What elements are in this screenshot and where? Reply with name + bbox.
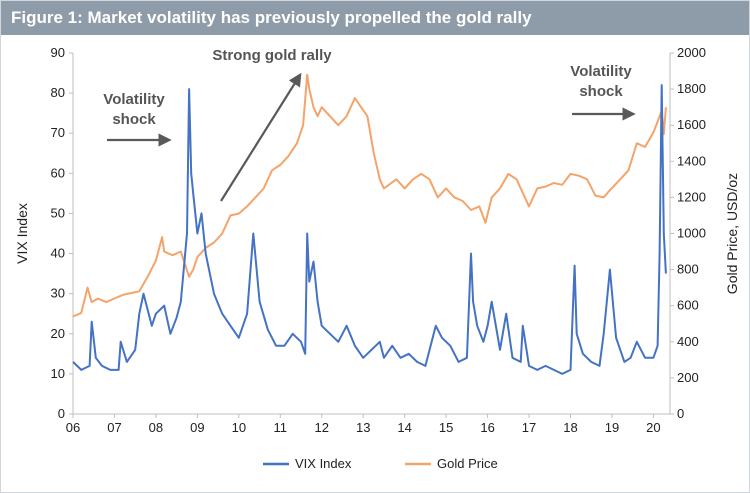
y-left-tick-label: 80 — [51, 85, 65, 100]
y-left-tick-label: 70 — [51, 125, 65, 140]
y-right-tick-label: 1800 — [677, 81, 706, 96]
annotation-layer: Volatility shock Strong gold rally Volatili… — [103, 47, 636, 202]
y-right-tick-label: 600 — [677, 298, 699, 313]
y-left-tick-label: 50 — [51, 205, 65, 220]
y-right-tick-label: 1200 — [677, 189, 706, 204]
x-tick-label: 06 — [66, 420, 80, 435]
annotation-shock2-text: Volatility — [570, 63, 632, 80]
annotation-shock1-text: shock — [112, 111, 156, 128]
y-right-tick-label: 800 — [677, 262, 699, 277]
y-left-tick-label: 10 — [51, 366, 65, 381]
x-tick-label: 10 — [232, 420, 246, 435]
annotation-shock2-text: shock — [579, 83, 623, 100]
y-right-tick-label: 2000 — [677, 45, 706, 60]
x-tick-label: 15 — [439, 420, 453, 435]
series-layer — [72, 73, 667, 375]
axes-layer: 0 10 20 30 40 50 60 70 80 90 0 200 400 600 800 1000 1200… — [14, 45, 740, 435]
y-left-tick-label: 30 — [51, 286, 65, 301]
x-tick-label: 16 — [480, 420, 494, 435]
x-tick-label: 09 — [190, 420, 204, 435]
x-tick-label: 11 — [274, 420, 288, 435]
legend-label-vix-index: VIX Index — [295, 456, 352, 471]
y-left-tick-label: 40 — [51, 246, 65, 261]
legend: VIX Index Gold Price — [263, 456, 498, 471]
y-right-tick-label: 1400 — [677, 153, 706, 168]
x-tick-label: 19 — [605, 420, 619, 435]
x-tick-label: 08 — [149, 420, 163, 435]
x-tick-label: 17 — [522, 420, 536, 435]
x-tick-label: 12 — [315, 420, 329, 435]
y-left-tick-label: 60 — [51, 165, 65, 180]
x-tick-label: 14 — [397, 420, 411, 435]
y-right-tick-label: 1000 — [677, 226, 706, 241]
gold-price-line — [72, 73, 667, 318]
y-left-tick-label: 90 — [51, 45, 65, 60]
annotation-shock1-text: Volatility — [103, 91, 165, 108]
y-right-tick-label: 200 — [677, 370, 699, 385]
y-left-tick-label: 20 — [51, 326, 65, 341]
y-left-tick-label: 0 — [58, 406, 65, 421]
annotation-rally-text: Strong gold rally — [212, 47, 332, 64]
figure-title: Figure 1: Market volatility has previous… — [1, 1, 749, 35]
y-axis-left-title: VIX Index — [14, 203, 30, 264]
annotation-rally-arrow — [220, 72, 302, 202]
x-tick-label: 20 — [646, 420, 660, 435]
y-right-tick-label: 0 — [677, 406, 684, 421]
x-tick-label: 13 — [356, 420, 370, 435]
x-tick-label: 18 — [563, 420, 577, 435]
x-tick-label: 07 — [107, 420, 121, 435]
y-axis-right-title: Gold Price, USD/oz — [724, 173, 740, 294]
vix-index-line — [72, 84, 667, 375]
legend-label-gold-price: Gold Price — [437, 456, 498, 471]
y-right-tick-label: 400 — [677, 334, 699, 349]
y-right-tick-label: 1600 — [677, 117, 706, 132]
